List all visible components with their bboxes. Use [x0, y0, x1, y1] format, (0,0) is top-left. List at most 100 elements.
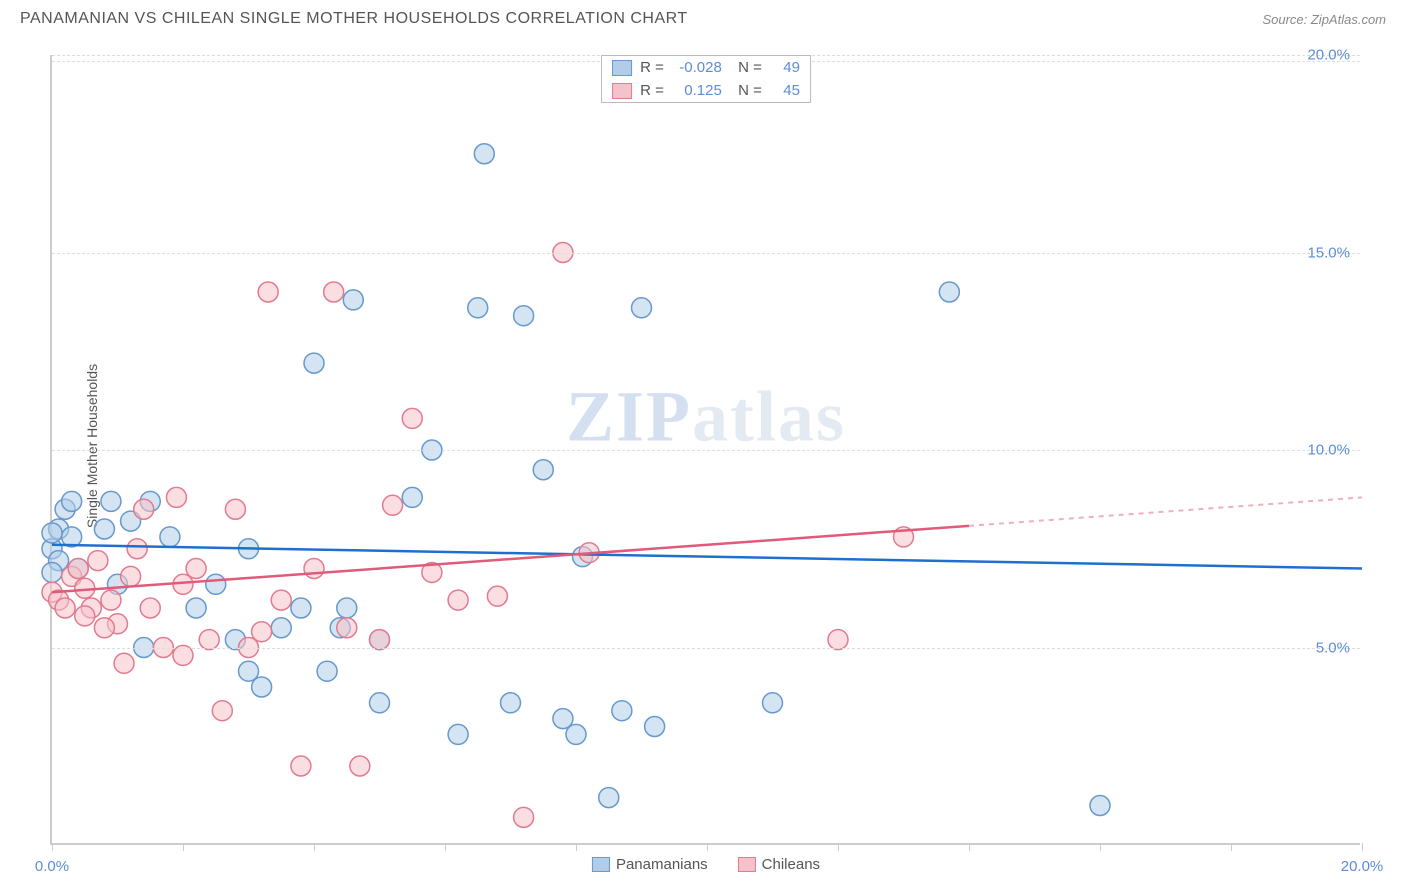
data-point: [448, 590, 468, 610]
data-point: [271, 590, 291, 610]
data-point: [324, 282, 344, 302]
data-point: [258, 282, 278, 302]
x-tick: [969, 843, 970, 851]
x-tick: [52, 843, 53, 851]
legend-swatch: [612, 83, 632, 99]
data-point: [514, 306, 534, 326]
data-point: [383, 495, 403, 515]
data-point: [448, 724, 468, 744]
correlation-r-value: -0.028: [672, 59, 722, 76]
data-point: [68, 559, 88, 579]
data-point: [343, 290, 363, 310]
data-point: [212, 701, 232, 721]
y-tick-label: 15.0%: [1307, 244, 1350, 261]
data-point: [632, 298, 652, 318]
data-point: [62, 491, 82, 511]
data-point: [645, 717, 665, 737]
correlation-legend: R = -0.028 N = 49 R = 0.125 N = 45: [601, 55, 811, 103]
data-point: [166, 487, 186, 507]
data-point: [160, 527, 180, 547]
legend-label: Panamanians: [616, 856, 708, 873]
data-point: [501, 693, 521, 713]
correlation-r-label: R =: [640, 82, 664, 99]
data-point: [94, 618, 114, 638]
data-point: [186, 559, 206, 579]
correlation-row: R = 0.125 N = 45: [602, 79, 810, 102]
x-tick: [1362, 843, 1363, 851]
data-point: [291, 598, 311, 618]
data-point: [186, 598, 206, 618]
data-point: [291, 756, 311, 776]
x-tick: [445, 843, 446, 851]
grid-line: [52, 648, 1360, 649]
data-point: [304, 353, 324, 373]
legend-item: Panamanians: [592, 856, 708, 873]
data-point: [127, 539, 147, 559]
data-point: [612, 701, 632, 721]
data-point: [402, 408, 422, 428]
data-point: [474, 144, 494, 164]
data-point: [533, 460, 553, 480]
data-point: [140, 598, 160, 618]
data-point: [1090, 796, 1110, 816]
legend-label: Chileans: [762, 856, 820, 873]
data-point: [487, 586, 507, 606]
data-point: [55, 598, 75, 618]
x-tick: [838, 843, 839, 851]
data-point: [206, 574, 226, 594]
data-point: [225, 499, 245, 519]
grid-line: [52, 253, 1360, 254]
data-point: [304, 559, 324, 579]
data-point: [42, 523, 62, 543]
data-point: [101, 590, 121, 610]
data-point: [566, 724, 586, 744]
x-tick-label: 0.0%: [35, 858, 69, 875]
data-point: [337, 618, 357, 638]
scatter-chart: ZIPatlas R = -0.028 N = 49 R = 0.125 N =…: [50, 55, 1360, 845]
data-point: [599, 788, 619, 808]
plot-svg: [52, 55, 1360, 843]
correlation-n-label: N =: [730, 59, 762, 76]
series-legend: Panamanians Chileans: [592, 856, 820, 873]
data-point: [42, 562, 62, 582]
x-tick: [314, 843, 315, 851]
correlation-n-value: 45: [770, 82, 800, 99]
data-point: [75, 606, 95, 626]
x-tick: [1100, 843, 1101, 851]
data-point: [271, 618, 291, 638]
correlation-r-value: 0.125: [672, 82, 722, 99]
data-point: [114, 653, 134, 673]
legend-item: Chileans: [738, 856, 820, 873]
data-point: [763, 693, 783, 713]
data-point: [939, 282, 959, 302]
chart-source: Source: ZipAtlas.com: [1262, 12, 1386, 27]
legend-swatch: [592, 857, 610, 872]
chart-header: PANAMANIAN VS CHILEAN SINGLE MOTHER HOUS…: [0, 0, 1406, 33]
legend-swatch: [738, 857, 756, 872]
correlation-row: R = -0.028 N = 49: [602, 56, 810, 79]
correlation-n-value: 49: [770, 59, 800, 76]
data-point: [317, 661, 337, 681]
data-point: [121, 566, 141, 586]
chart-title: PANAMANIAN VS CHILEAN SINGLE MOTHER HOUS…: [20, 10, 688, 28]
data-point: [402, 487, 422, 507]
x-tick: [183, 843, 184, 851]
x-tick: [707, 843, 708, 851]
grid-line: [52, 450, 1360, 451]
data-point: [252, 622, 272, 642]
y-tick-label: 5.0%: [1316, 639, 1350, 656]
x-tick-label: 20.0%: [1341, 858, 1384, 875]
data-point: [94, 519, 114, 539]
correlation-r-label: R =: [640, 59, 664, 76]
data-point: [350, 756, 370, 776]
data-point: [134, 499, 154, 519]
data-point: [337, 598, 357, 618]
data-point: [101, 491, 121, 511]
x-tick: [576, 843, 577, 851]
data-point: [370, 693, 390, 713]
correlation-n-label: N =: [730, 82, 762, 99]
data-point: [514, 807, 534, 827]
legend-swatch: [612, 60, 632, 76]
x-tick: [1231, 843, 1232, 851]
data-point: [468, 298, 488, 318]
